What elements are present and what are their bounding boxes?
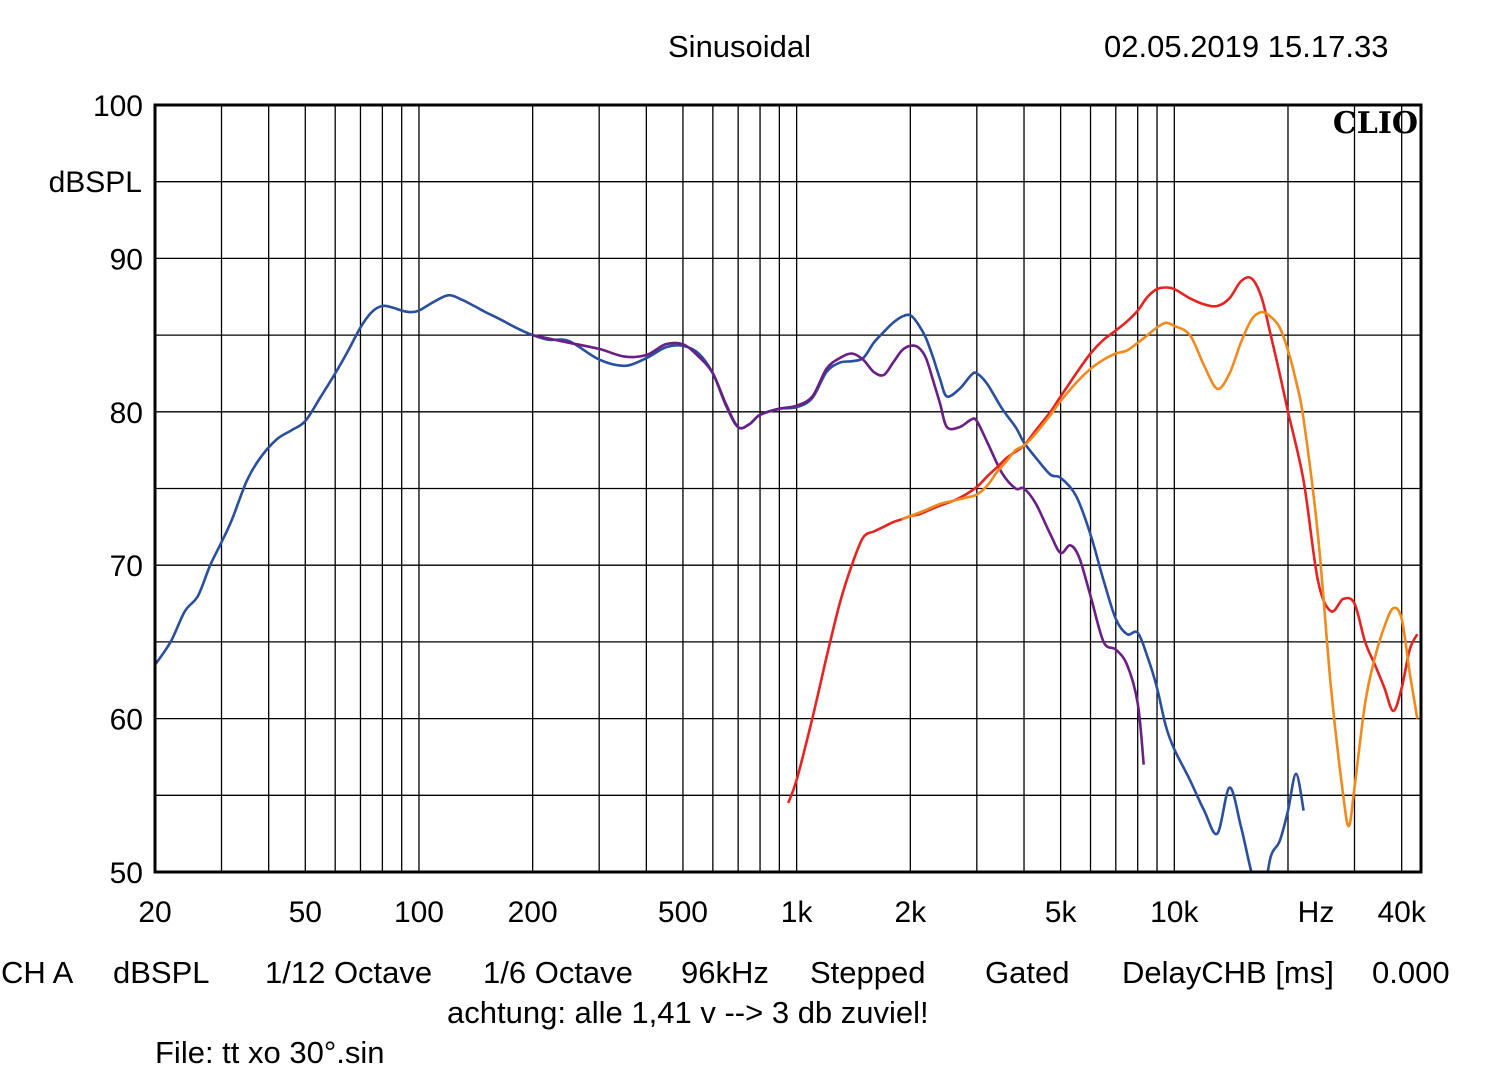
- x-tick-label: 500: [658, 896, 708, 929]
- footer-window: Gated: [985, 955, 1070, 990]
- x-tick-label: 40k: [1377, 896, 1426, 929]
- footer-method: Stepped: [810, 955, 926, 990]
- series-line-4: [901, 310, 1419, 828]
- y-axis-label: dBSPL: [49, 166, 142, 199]
- footer-resolution: 1/6 Octave: [483, 955, 633, 990]
- measurement-mode: Sinusoidal: [668, 29, 812, 64]
- x-tick-label: 2k: [894, 896, 927, 929]
- y-tick-label: 60: [110, 704, 143, 737]
- x-axis-unit-label: Hz: [1298, 896, 1335, 929]
- x-tick-label: 50: [289, 896, 322, 929]
- footer-delay-label: DelayCHB [ms]: [1122, 955, 1334, 990]
- footer-note: achtung: alle 1,41 v --> 3 db zuviel!: [447, 995, 929, 1030]
- measurement-datetime: 02.05.2019 15.17.33: [1104, 29, 1389, 64]
- footer-file: File: tt xo 30°.sin: [155, 1035, 385, 1070]
- footer-smoothing: 1/12 Octave: [265, 955, 433, 990]
- y-tick-label: 80: [110, 397, 143, 430]
- x-tick-label: 10k: [1150, 896, 1199, 929]
- footer-channel: CH A: [1, 955, 74, 990]
- y-tick-label: 50: [110, 857, 143, 890]
- footer-unit: dBSPL: [113, 955, 210, 990]
- plot-frame: [153, 103, 1423, 874]
- grid: [155, 105, 1421, 872]
- clio-brand-logo: CLIO: [1333, 106, 1418, 141]
- series-group: [155, 275, 1419, 872]
- footer-sample-rate: 96kHz: [681, 955, 769, 990]
- x-tick-label: 200: [508, 896, 558, 929]
- x-tick-label: 5k: [1045, 896, 1078, 929]
- series-line-1: [155, 293, 1305, 872]
- y-tick-label: 100: [93, 90, 143, 123]
- footer-delay-value: 0.000: [1372, 955, 1450, 990]
- x-tick-label: 1k: [781, 896, 814, 929]
- series-line-2: [532, 333, 1145, 765]
- tick-labels: 100 90 80 70 60 50 20 50 100 200 500 1k 2k 5k 10k 40k: [93, 90, 1427, 929]
- x-tick-label: 20: [138, 896, 171, 929]
- series-line-3: [786, 275, 1419, 804]
- y-tick-label: 90: [110, 243, 143, 276]
- x-tick-label: 100: [394, 896, 444, 929]
- y-tick-label: 70: [110, 550, 143, 583]
